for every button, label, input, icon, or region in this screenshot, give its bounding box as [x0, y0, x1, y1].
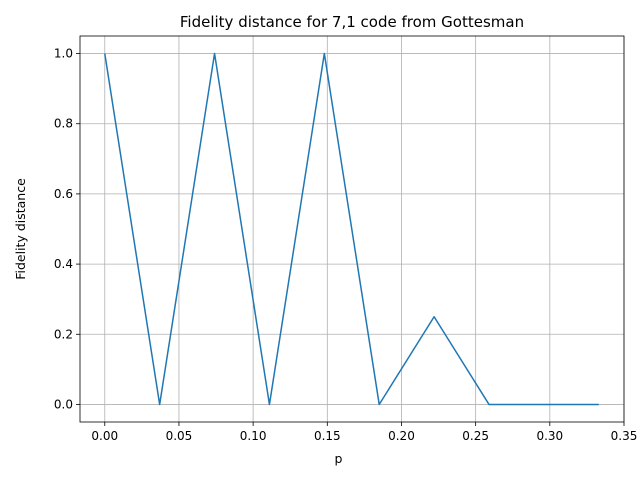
x-tick-label: 0.00: [91, 429, 118, 443]
grid-layer: [80, 36, 625, 422]
x-axis-label: p: [335, 451, 343, 466]
x-axis-ticks: 0.00 0.05 0.10 0.15 0.20 0.25 0.30 0.35: [91, 422, 637, 443]
chart-title: Fidelity distance for 7,1 code from Gott…: [180, 13, 524, 31]
series-line-0: [104, 52, 599, 406]
x-tick-label: 0.25: [462, 429, 489, 443]
x-tick-label: 0.05: [166, 429, 193, 443]
y-tick-label: 0.8: [54, 117, 73, 131]
series-layer: [104, 52, 599, 406]
y-tick-label: 0.4: [54, 257, 73, 271]
y-axis-label: Fidelity distance: [13, 178, 28, 280]
y-tick-label: 0.2: [54, 327, 73, 341]
x-tick-label: 0.20: [388, 429, 415, 443]
plot-frame: [79, 35, 625, 423]
x-tick-label: 0.15: [314, 429, 341, 443]
x-tick-label: 0.10: [240, 429, 267, 443]
x-tick-label: 0.30: [536, 429, 563, 443]
y-tick-label: 1.0: [54, 47, 73, 61]
y-tick-label: 0.6: [54, 187, 73, 201]
x-tick-label: 0.35: [611, 429, 638, 443]
y-axis-ticks: 0.0 0.2 0.4 0.6 0.8 1.0: [54, 47, 80, 411]
y-tick-label: 0.0: [54, 397, 73, 411]
